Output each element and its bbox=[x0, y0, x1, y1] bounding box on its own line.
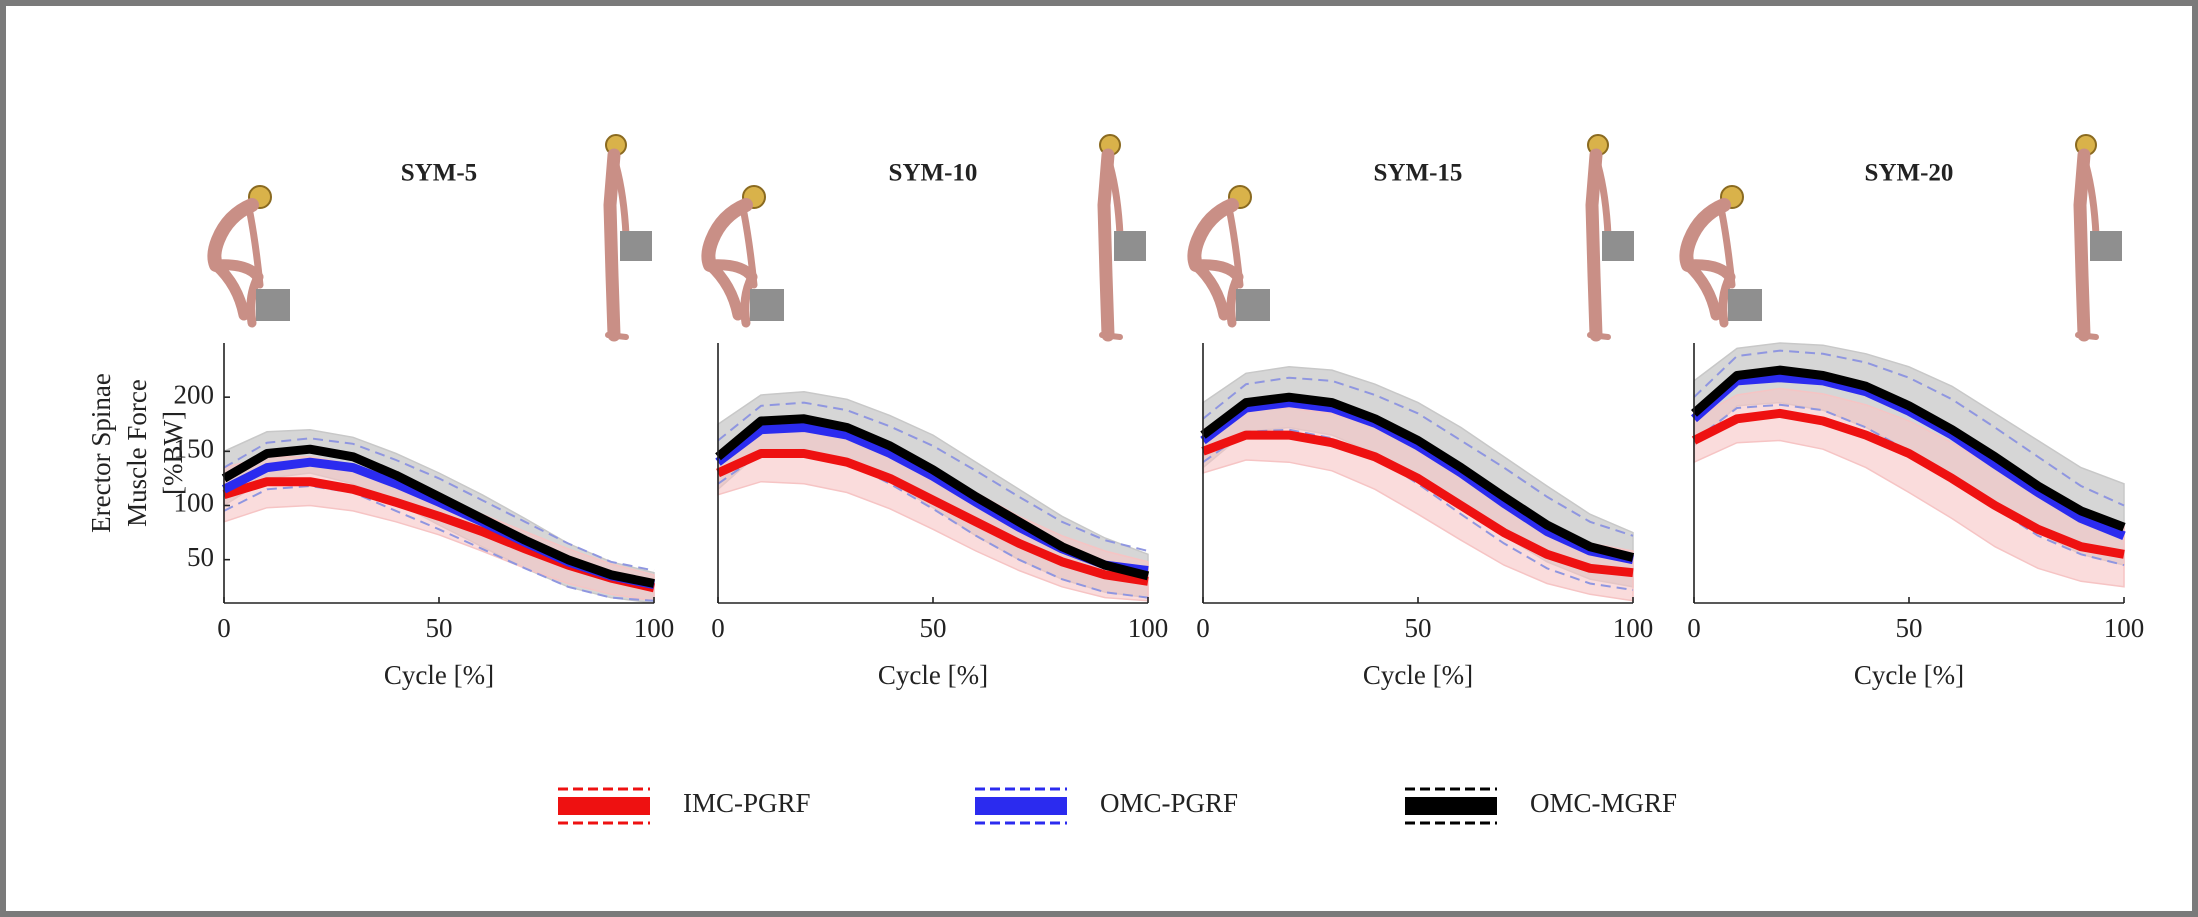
mean-line bbox=[1200, 392, 1635, 562]
mean-line bbox=[1200, 398, 1634, 565]
x-axis-label: Cycle [%] bbox=[878, 660, 988, 690]
x-tick-label: 0 bbox=[217, 613, 231, 643]
sd-line bbox=[223, 484, 655, 602]
mean-line bbox=[715, 414, 1150, 581]
legend-label: OMC-PGRF bbox=[1100, 788, 1238, 818]
sd-line bbox=[1693, 403, 2125, 567]
x-axis-label: Cycle [%] bbox=[384, 660, 494, 690]
x-tick-label: 50 bbox=[1896, 613, 1923, 643]
y-tick-label: 150 bbox=[174, 434, 215, 464]
x-tick-label: 50 bbox=[426, 613, 453, 643]
mean-line bbox=[716, 449, 1149, 586]
sd-line bbox=[717, 401, 1149, 552]
x-tick-label: 0 bbox=[711, 613, 725, 643]
y-axis-label: Muscle Force bbox=[122, 379, 152, 527]
legend-label: IMC-PGRF bbox=[683, 788, 811, 818]
x-axis-label: Cycle [%] bbox=[1363, 660, 1473, 690]
mean-line bbox=[1691, 373, 2126, 540]
y-tick-label: 50 bbox=[187, 542, 214, 572]
x-axis-label: Cycle [%] bbox=[1854, 660, 1964, 690]
y-axis-label: Erector Spinae bbox=[86, 373, 116, 533]
sd-line bbox=[223, 437, 655, 572]
x-tick-label: 100 bbox=[1613, 613, 1654, 643]
mean-line bbox=[221, 444, 655, 588]
x-tick-label: 0 bbox=[1687, 613, 1701, 643]
mean-line bbox=[1691, 365, 2126, 532]
sd-line bbox=[1693, 349, 2125, 507]
sd-band bbox=[1693, 387, 2125, 588]
panel-title: SYM-20 bbox=[1865, 160, 1954, 187]
panel-title: SYM-5 bbox=[401, 160, 477, 187]
x-tick-label: 0 bbox=[1196, 613, 1210, 643]
x-tick-label: 50 bbox=[920, 613, 947, 643]
mean-line bbox=[1691, 408, 2125, 559]
x-tick-label: 100 bbox=[634, 613, 675, 643]
panel-title: SYM-15 bbox=[1374, 160, 1463, 187]
y-axis-label: [%BW] bbox=[158, 411, 188, 495]
legend-label: OMC-MGRF bbox=[1530, 788, 1677, 818]
y-tick-label: 100 bbox=[174, 488, 215, 518]
sd-line bbox=[1202, 428, 1634, 591]
x-tick-label: 50 bbox=[1405, 613, 1432, 643]
sd-line bbox=[1202, 376, 1634, 537]
panel-title: SYM-10 bbox=[889, 160, 978, 187]
y-tick-label: 200 bbox=[174, 379, 215, 409]
x-tick-label: 100 bbox=[2104, 613, 2145, 643]
mean-line bbox=[1201, 430, 1634, 578]
x-tick-label: 100 bbox=[1128, 613, 1169, 643]
